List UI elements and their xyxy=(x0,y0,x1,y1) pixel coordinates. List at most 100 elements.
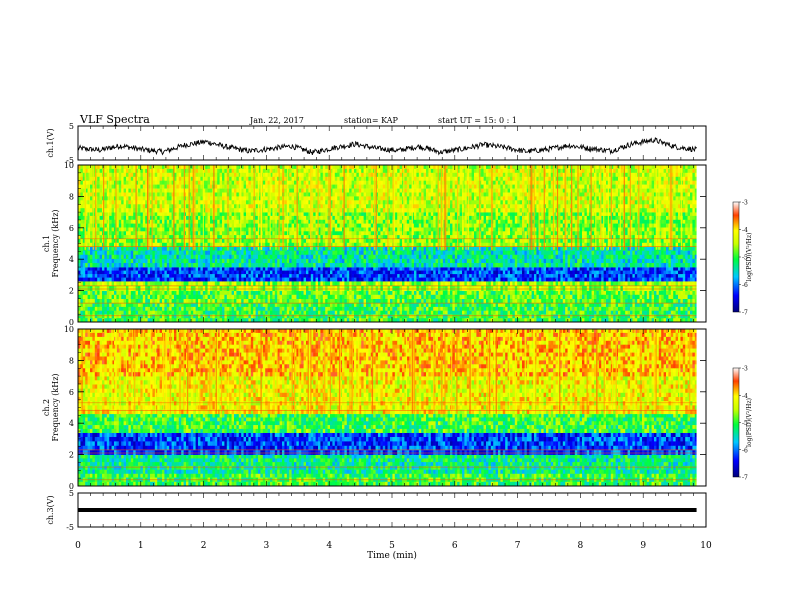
ch1-spectrogram-cell xyxy=(476,311,479,315)
ch1-spectrogram-cell xyxy=(469,315,472,319)
ch1-spectrogram-cell xyxy=(654,295,657,299)
ch1-spectrogram-cell xyxy=(640,286,643,291)
ch1-spectrogram-cell xyxy=(260,263,263,267)
ch1-spectrogram-cell xyxy=(172,311,175,315)
ch1-spectrogram-cell xyxy=(611,271,614,275)
ch1-spectrogram-cell xyxy=(167,255,170,259)
ch1-spectrogram-cell xyxy=(637,278,640,282)
ch1-spectrogram-cell xyxy=(493,267,496,271)
ch1-spectrogram-cell xyxy=(104,291,107,295)
ch1-spectrogram-cell xyxy=(364,315,367,319)
ch1-spectrogram-cell xyxy=(188,278,191,282)
ch1-spectrogram-cell xyxy=(287,281,290,286)
ch1-spectrogram-cell xyxy=(524,251,527,255)
ch1-spectrogram-cell xyxy=(440,307,443,311)
ch1-spectrogram-cell xyxy=(515,311,518,315)
ch1-spectrogram-cell xyxy=(395,278,398,282)
ch1-spectrogram-cell xyxy=(188,255,191,259)
ch1-spectrogram-cell xyxy=(589,255,592,259)
ch1-spectrogram-cell xyxy=(630,281,633,286)
ch1-spectrogram-cell xyxy=(560,281,563,286)
ch1-spectrogram-cell xyxy=(438,295,441,299)
ch1-spectrogram-cell xyxy=(234,303,237,307)
ch1-spectrogram-cell xyxy=(416,263,419,267)
ch1-spectrogram-cell xyxy=(337,281,340,286)
ch1-spectrogram-cell xyxy=(611,286,614,291)
ch1-spectrogram-cell xyxy=(683,315,686,319)
ch1-spectrogram-cell xyxy=(229,303,232,307)
ch1-spectrogram-cell xyxy=(493,274,496,278)
ch1-spectrogram-cell xyxy=(102,295,105,299)
ch1-spectrogram-cell xyxy=(160,303,163,307)
ch1-spectrogram-cell xyxy=(162,274,165,278)
ch1-spectrogram-cell xyxy=(181,295,184,299)
ch1-spectrogram-cell xyxy=(469,311,472,315)
ch1-spectrogram-cell xyxy=(476,255,479,259)
ch1-spectrogram-cell xyxy=(582,281,585,286)
ch1-spectrogram-cell xyxy=(680,251,683,255)
ch1-spectrogram-cell xyxy=(460,311,463,315)
ch1-spectrogram-cell xyxy=(124,263,127,267)
ch1-spectrogram-cell xyxy=(551,263,554,267)
ch1-spectrogram-cell xyxy=(460,291,463,295)
ch1-spectrogram-cell xyxy=(311,274,314,278)
ch1-spectrogram-cell xyxy=(661,291,664,295)
ch1-spectrogram-cell xyxy=(191,251,194,255)
ch1-spectrogram-cell xyxy=(373,251,376,255)
ch1-spectrogram-cell xyxy=(212,267,215,271)
ch1-spectrogram-cell xyxy=(119,315,122,319)
ch1-spectrogram-cell xyxy=(318,311,321,315)
ch1-spectrogram-cell xyxy=(546,271,549,275)
ch1-spectrogram-cell xyxy=(313,278,316,282)
ch1-spectrogram-cell xyxy=(505,274,508,278)
ch1-spectrogram-cell xyxy=(126,267,129,271)
ch1-spectrogram-cell xyxy=(692,255,695,259)
ch1-spectrogram-cell xyxy=(462,291,465,295)
ch1-spectrogram-cell xyxy=(635,247,638,251)
ch1-spectrogram-cell xyxy=(580,267,583,271)
ch1-spectrogram-cell xyxy=(356,255,359,259)
ch1-spectrogram-cell xyxy=(263,259,266,263)
ch1-spectrogram-cell xyxy=(652,303,655,307)
ch1-spectrogram-cell xyxy=(438,286,441,291)
ch1-spectrogram-cell xyxy=(553,286,556,291)
ch1-spectrogram-cell xyxy=(558,291,561,295)
ch1-spectrogram-cell xyxy=(227,278,230,282)
ch1-spectrogram-cell xyxy=(647,255,650,259)
ch1-spectrogram-cell xyxy=(169,247,172,251)
ch1-spectrogram-cell xyxy=(580,255,583,259)
ch1-spectrogram-cell xyxy=(611,311,614,315)
ch1-spectrogram-cell xyxy=(402,251,405,255)
ch1-spectrogram-cell xyxy=(320,303,323,307)
ch1-spectrogram-cell xyxy=(282,267,285,271)
ch1-spectrogram-cell xyxy=(512,295,515,299)
ch1-spectrogram-cell xyxy=(534,307,537,311)
ch1-spectrogram-cell xyxy=(676,278,679,282)
ch1-spectrogram-cell xyxy=(462,281,465,286)
ch1-spectrogram-cell xyxy=(205,286,208,291)
ch1-spectrogram-cell xyxy=(88,267,91,271)
ch1-spectrogram-cell xyxy=(520,255,523,259)
ch1-spectrogram-cell xyxy=(92,263,95,267)
ch1-spectrogram-cell xyxy=(587,281,590,286)
ch1-spectrogram-cell xyxy=(164,274,167,278)
ch1-spectrogram-cell xyxy=(572,267,575,271)
ch1-spectrogram-cell xyxy=(102,271,105,275)
ch1-spectrogram-cell xyxy=(284,315,287,319)
ch1-spectrogram-cell xyxy=(306,315,309,319)
ch1-spectrogram-cell xyxy=(546,295,549,299)
ch1-spectrogram-cell xyxy=(664,259,667,263)
ch1-spectrogram-cell xyxy=(556,295,559,299)
ch1-spectrogram-cell xyxy=(376,267,379,271)
ch1-spectrogram-cell xyxy=(385,259,388,263)
ch1-spectrogram-cell xyxy=(133,307,136,311)
ch1-spectrogram-cell xyxy=(493,263,496,267)
ch1-spectrogram-cell xyxy=(575,271,578,275)
ch1-spectrogram-cell xyxy=(265,259,268,263)
ch1-spectrogram-cell xyxy=(376,307,379,311)
ch1-spectrogram-cell xyxy=(680,267,683,271)
ch1-spectrogram-cell xyxy=(337,303,340,307)
ch1-spectrogram-cell xyxy=(234,291,237,295)
ch1-spectrogram-cell xyxy=(193,255,196,259)
ch1-spectrogram-cell xyxy=(337,251,340,255)
